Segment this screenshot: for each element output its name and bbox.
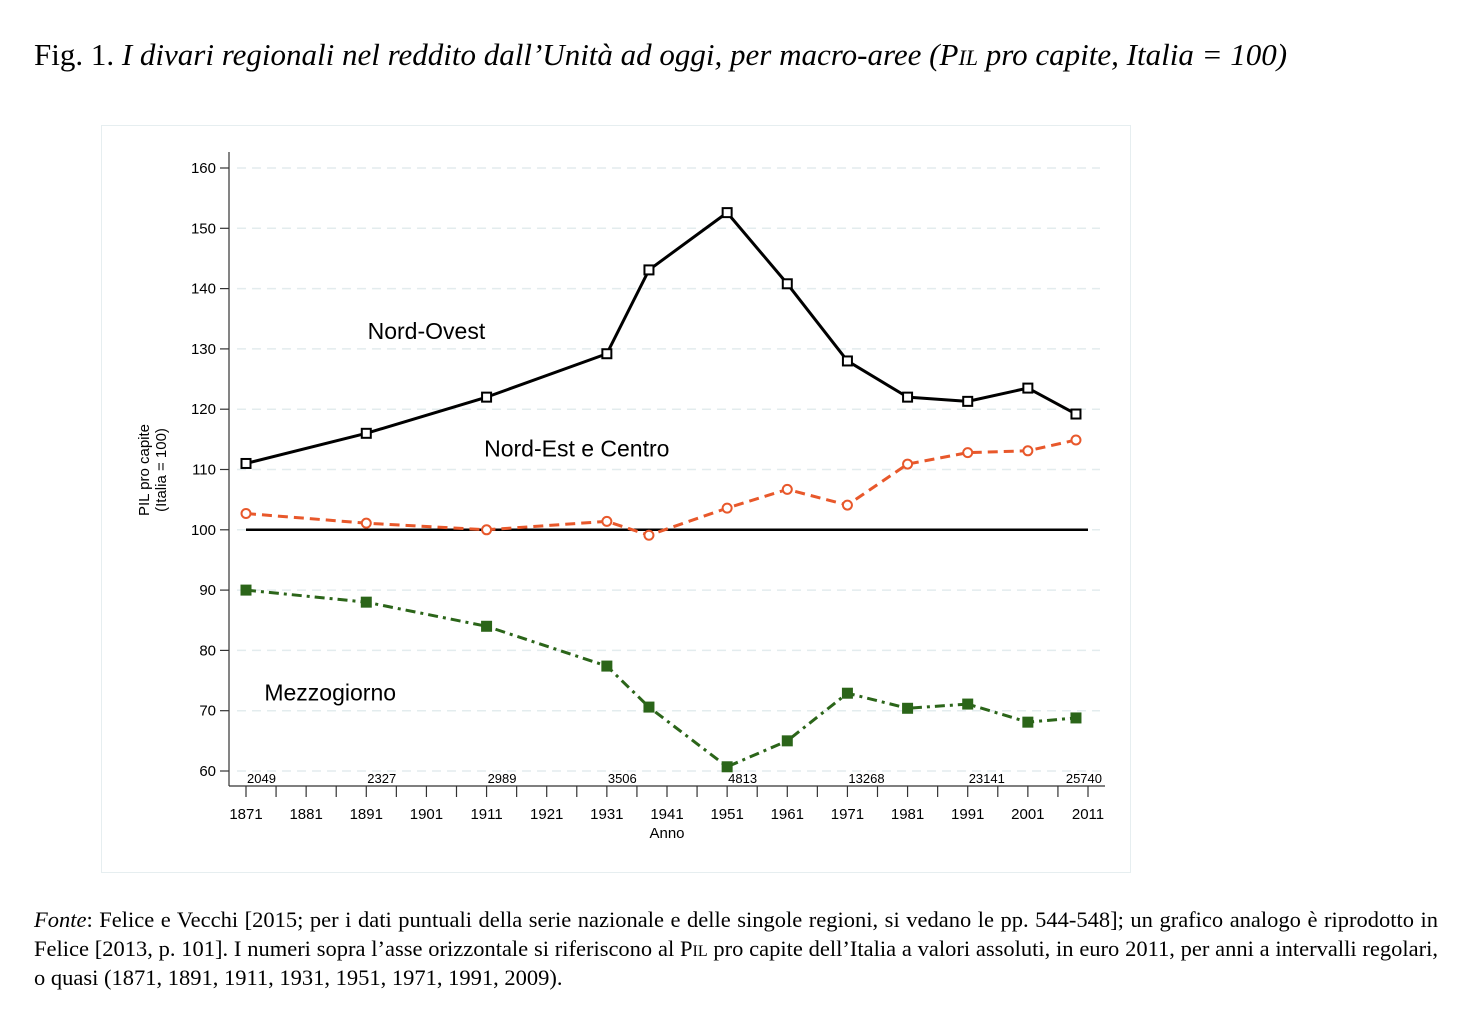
- figure-title: I divari regionali nel reddito dall’Unit…: [122, 37, 1287, 72]
- data-point-nord-est-e-centro-1981: [902, 458, 914, 470]
- y-tick-label-90: 90: [199, 582, 216, 599]
- x-tick-label-1871: 1871: [229, 806, 262, 823]
- figure-title-smallcaps: il: [958, 37, 978, 72]
- data-point-nord-est-e-centro-1891: [360, 517, 372, 529]
- x-tick-label-1901: 1901: [410, 806, 443, 823]
- series-line-nord-ovest: [245, 211, 1077, 465]
- data-point-nord-ovest-1911: [481, 391, 493, 403]
- data-point-nord-ovest-2001: [1022, 382, 1034, 394]
- gdp-annotation-1991: 23141: [969, 771, 1005, 786]
- data-point-nord-ovest-1981: [902, 391, 914, 403]
- data-point-nord-est-e-centro-1951: [721, 502, 733, 514]
- data-point-mezzogiorno-2001: [1022, 716, 1034, 728]
- x-tick-label-1961: 1961: [771, 806, 804, 823]
- series-nord-est-e-centro: [240, 434, 1082, 541]
- x-tick-label-1941: 1941: [650, 806, 683, 823]
- x-tick-label-1921: 1921: [530, 806, 563, 823]
- footnote-smallcaps: il: [692, 936, 708, 961]
- data-point-mezzogiorno-1971: [841, 687, 853, 699]
- y-axis-title-line1: PIL pro capite: [136, 424, 153, 516]
- data-point-nord-ovest-1891: [360, 427, 372, 439]
- data-point-nord-est-e-centro-1971: [841, 499, 853, 511]
- data-point-nord-est-e-centro-1961: [781, 483, 793, 495]
- data-point-nord-ovest-1991: [962, 395, 974, 407]
- y-tick-label-140: 140: [191, 281, 216, 298]
- y-tick-label-150: 150: [191, 220, 216, 237]
- data-point-nord-ovest-1931: [601, 348, 613, 360]
- data-point-mezzogiorno-1938: [643, 701, 655, 713]
- series-label-nord-ovest: Nord-Ovest: [368, 318, 486, 344]
- y-tick-label-120: 120: [191, 401, 216, 418]
- x-tick-label-1991: 1991: [951, 806, 984, 823]
- x-tick-label-2011: 2011: [1072, 806, 1104, 823]
- figure-title-part-2: pro capite, Italia = 100): [978, 37, 1288, 72]
- x-tick-label-2001: 2001: [1011, 806, 1044, 823]
- data-point-nord-est-e-centro-2001: [1022, 445, 1034, 457]
- data-point-mezzogiorno-1911: [481, 620, 493, 632]
- data-point-mezzogiorno-1871: [240, 584, 252, 596]
- data-point-nord-ovest-2009: [1070, 408, 1082, 420]
- data-point-mezzogiorno-1981: [902, 702, 914, 714]
- data-point-mezzogiorno-1961: [781, 735, 793, 747]
- x-tick-label-1951: 1951: [710, 806, 743, 823]
- gdp-annotation-1891: 2327: [367, 771, 396, 786]
- gdp-annotation-1951: 4813: [728, 771, 757, 786]
- y-tick-label-110: 110: [192, 462, 216, 479]
- footnote-label: Fonte: [34, 907, 87, 932]
- data-point-nord-ovest-1938: [643, 264, 655, 276]
- series-line-nord-est-e-centro: [245, 438, 1077, 537]
- gdp-annotation-1911: 2989: [488, 771, 517, 786]
- axes: 60 70 80 90 100 110 120 130 140 150 160 1871 1881 189…: [191, 152, 1105, 823]
- data-point-mezzogiorno-1931: [601, 660, 613, 672]
- figure-caption: Fig. 1. I divari regionali nel reddito d…: [34, 34, 1444, 75]
- gdp-annotation-1871: 2049: [247, 771, 276, 786]
- figure-title-part-1: I divari regionali nel reddito dall’Unit…: [121, 37, 959, 72]
- x-tick-label-1891: 1891: [350, 806, 383, 823]
- data-point-nord-est-e-centro-2009: [1070, 434, 1082, 446]
- figure-number: Fig. 1.: [34, 37, 115, 72]
- y-tick-label-70: 70: [199, 703, 216, 720]
- data-point-nord-ovest-1961: [781, 278, 793, 290]
- y-tick-label-130: 130: [191, 341, 216, 358]
- gdp-annotation-2009: 25740: [1066, 771, 1102, 786]
- x-tick-label-1881: 1881: [289, 806, 322, 823]
- y-tick-label-80: 80: [199, 642, 216, 659]
- x-tick-label-1971: 1971: [831, 806, 864, 823]
- data-point-nord-est-e-centro-1991: [962, 447, 974, 459]
- data-point-nord-ovest-1971: [841, 355, 853, 367]
- data-point-nord-est-e-centro-1871: [240, 508, 252, 520]
- y-tick-label-160: 160: [191, 160, 216, 177]
- footnote: Fonte: Felice e Vecchi [2015; per i dati…: [34, 905, 1438, 992]
- footnote-text-1: : Felice e Vecchi [2015; per i dati punt…: [34, 907, 1438, 961]
- series-line-mezzogiorno: [245, 588, 1077, 769]
- data-point-mezzogiorno-1951: [721, 761, 733, 773]
- x-axis-title: Anno: [649, 825, 684, 842]
- y-tick-label-100: 100: [191, 522, 216, 539]
- x-tick-label-1911: 1911: [470, 806, 502, 823]
- x-tick-label-1981: 1981: [891, 806, 924, 823]
- series-label-mezzogiorno: Mezzogiorno: [264, 680, 396, 706]
- data-point-nord-ovest-1871: [240, 457, 252, 469]
- series-label-nord-est-e-centro: Nord-Est e Centro: [484, 435, 669, 461]
- chart-frame: [101, 125, 1131, 873]
- data-point-mezzogiorno-2009: [1070, 712, 1082, 724]
- data-point-mezzogiorno-1991: [962, 698, 974, 710]
- gdp-annotation-1971: 13268: [848, 771, 884, 786]
- data-point-nord-est-e-centro-1911: [481, 524, 493, 536]
- gdp-annotation-1931: 3506: [608, 771, 637, 786]
- series-mezzogiorno: [240, 584, 1082, 773]
- series-group: [240, 207, 1082, 773]
- data-point-nord-est-e-centro-1938: [643, 529, 655, 541]
- series-labels: Nord-Ovest Nord-Est e Centro Mezzogiorno: [264, 318, 669, 706]
- data-point-nord-est-e-centro-1931: [601, 515, 613, 527]
- footnote-text-2: pro capite dell’Italia a valori assoluti…: [34, 936, 1438, 990]
- y-axis-title-line2: (Italia = 100): [153, 428, 170, 512]
- y-tick-label-60: 60: [199, 763, 216, 780]
- data-point-mezzogiorno-1891: [360, 596, 372, 608]
- data-point-nord-ovest-1951: [721, 207, 733, 219]
- series-nord-ovest: [240, 207, 1082, 469]
- x-tick-label-1931: 1931: [590, 806, 623, 823]
